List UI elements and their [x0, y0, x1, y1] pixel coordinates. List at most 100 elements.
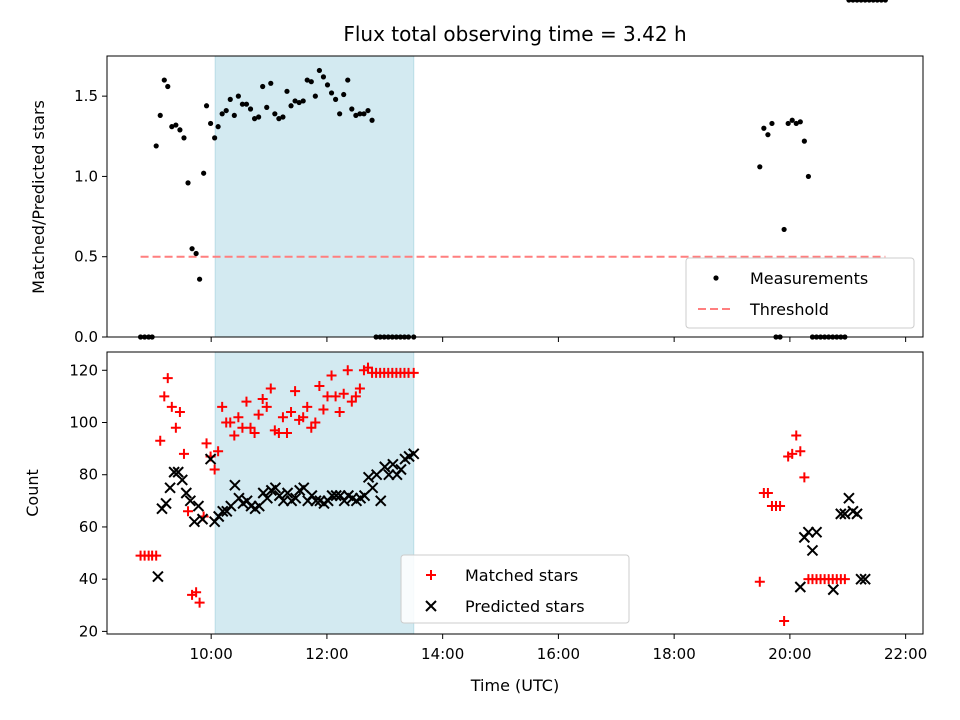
matched-star-point — [302, 401, 313, 412]
measurement-point — [846, 0, 852, 3]
predicted-star-point — [387, 458, 399, 470]
plot-frame — [106, 55, 924, 338]
y-tick-label: 40 — [79, 570, 98, 588]
legend-label: Predicted stars — [465, 597, 585, 616]
measurement-point — [300, 98, 306, 104]
measurement-point — [165, 83, 171, 90]
matched-star-point — [178, 448, 189, 459]
top-y-axis-label: Matched/Predicted stars — [29, 100, 48, 294]
matched-star-point — [354, 383, 365, 394]
legend-marker-plus — [426, 570, 436, 580]
predicted-star-point — [859, 573, 871, 585]
measurement-point — [272, 111, 278, 117]
predicted-star-point — [843, 492, 855, 504]
matched-star-point — [159, 391, 170, 402]
measurement-point — [854, 0, 860, 3]
matched-star-point — [314, 380, 325, 391]
predicted-star-point — [855, 573, 867, 585]
measurement-point — [196, 276, 203, 282]
measurement-point — [247, 106, 254, 112]
measurement-point — [353, 112, 359, 119]
y-tick-label: 80 — [79, 466, 98, 484]
measurement-point — [882, 0, 888, 3]
measurement-point — [189, 246, 195, 252]
legend-label: Threshold — [749, 300, 829, 319]
measurement-point — [365, 107, 371, 114]
matched-star-point — [245, 422, 256, 433]
matched-star-point — [363, 362, 374, 373]
matched-star-point — [225, 417, 236, 428]
predicted-star-point — [810, 526, 823, 538]
predicted-star-point — [277, 495, 290, 507]
predicted-star-point — [839, 508, 851, 520]
x-tick-label: 18:00 — [653, 645, 696, 663]
predicted-star-point — [188, 516, 201, 528]
matched-star-point — [151, 550, 162, 561]
matched-star-point — [209, 464, 220, 475]
predicted-star-point — [330, 489, 342, 502]
measurement-point — [215, 124, 221, 130]
measurement-point — [227, 96, 233, 102]
matched-star-point — [170, 422, 181, 433]
y-tick-label: 100 — [69, 414, 98, 432]
measurement-point — [181, 135, 187, 141]
measurement-point — [341, 91, 347, 98]
measurement-point — [793, 120, 799, 127]
measurement-point — [157, 112, 163, 119]
matched-star-point — [779, 615, 790, 626]
measurement-point — [369, 117, 375, 123]
predicted-star-point — [281, 487, 294, 499]
measurement-point — [874, 0, 880, 3]
matched-star-point — [338, 388, 349, 399]
measurement-point — [260, 83, 266, 90]
matched-star-point — [334, 407, 345, 418]
matched-star-point — [249, 427, 260, 438]
measurement-point — [789, 117, 795, 123]
measurement-point — [296, 99, 302, 106]
matched-star-point — [217, 401, 228, 412]
x-tick-label: 10:00 — [190, 645, 233, 663]
measurement-point — [765, 132, 771, 138]
matched-star-point — [277, 412, 288, 423]
predicted-star-point — [229, 479, 241, 491]
measurement-point — [153, 143, 159, 149]
measurement-point — [223, 107, 229, 114]
y-tick-label: 0.5 — [74, 248, 98, 266]
predicted-star-point — [261, 492, 274, 504]
measurement-point — [304, 77, 310, 83]
predicted-star-point — [362, 471, 375, 484]
measurement-point — [801, 138, 807, 144]
predicted-star-point — [366, 482, 379, 494]
measurement-point — [320, 74, 327, 80]
matched-star-point — [342, 365, 353, 376]
x-tick-label: 14:00 — [421, 645, 464, 663]
predicted-star-point — [379, 461, 391, 473]
predicted-star-point — [806, 544, 819, 557]
y-tick-label: 60 — [79, 518, 98, 536]
x-tick-label: 20:00 — [768, 645, 811, 663]
measurement-point — [769, 120, 775, 127]
matched-star-point — [253, 409, 264, 420]
measurement-point — [212, 135, 218, 141]
matched-star-point — [166, 401, 177, 412]
measurement-point — [203, 103, 210, 109]
matched-star-point — [326, 370, 337, 381]
matched-star-point — [261, 401, 272, 412]
y-tick-label: 1.0 — [74, 167, 98, 185]
measurement-point — [858, 0, 864, 3]
matched-star-point — [330, 391, 341, 402]
measurement-point — [870, 0, 876, 3]
measurement-point — [337, 111, 343, 117]
y-tick-label: 1.5 — [74, 87, 98, 105]
matched-star-point — [298, 412, 309, 423]
measurement-point — [193, 250, 199, 257]
matched-star-point — [775, 501, 786, 512]
matched-star-point — [791, 430, 802, 441]
measurement-point — [328, 90, 335, 96]
y-tick-label: 0.0 — [74, 328, 98, 346]
predicted-star-point — [802, 526, 815, 538]
legend-box — [400, 554, 630, 624]
predicted-star-point — [408, 448, 420, 460]
measurement-point — [284, 88, 290, 94]
predicted-star-point — [184, 495, 197, 507]
